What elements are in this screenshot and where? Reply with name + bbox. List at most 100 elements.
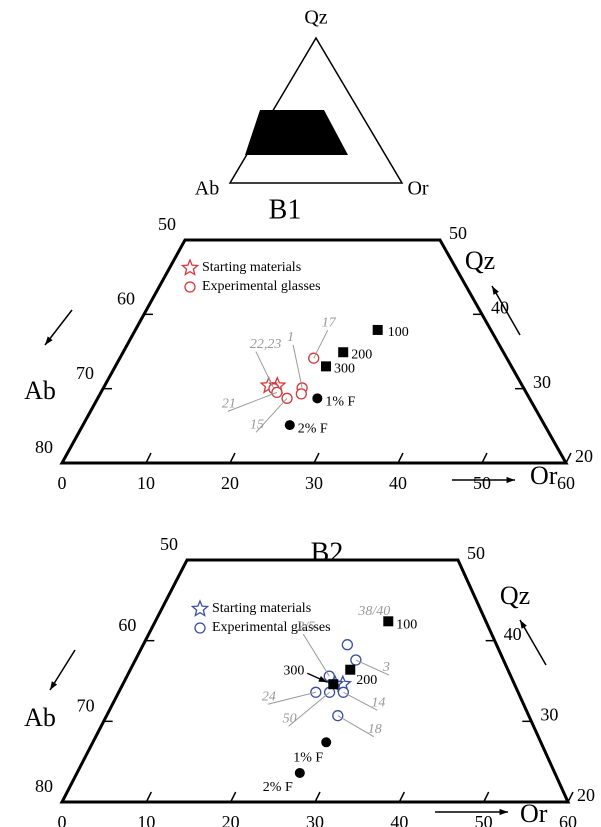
axis-title: Qz (465, 246, 495, 275)
leader-line (337, 715, 375, 738)
legend-label: Experimental glasses (212, 620, 331, 635)
leader-line (292, 344, 303, 389)
qz-tick-label: 40 (504, 624, 522, 644)
arrow-head (50, 681, 58, 690)
tick-mark (145, 791, 153, 803)
leader-line (227, 391, 278, 412)
square-marker (328, 679, 339, 690)
tick-mark (313, 452, 320, 464)
inset-apex-label: Ab (195, 178, 219, 200)
or-tick-label: 60 (557, 473, 575, 493)
star-marker (180, 258, 200, 276)
point-label: 200 (351, 347, 372, 362)
point-label: 2% F (263, 780, 293, 795)
tick-mark (397, 452, 404, 464)
axis-arrow (519, 619, 547, 666)
glass-label: 14 (371, 696, 385, 711)
ab-tick-label: 50 (160, 534, 178, 554)
point-label: 300 (283, 663, 304, 678)
arrow-head (506, 476, 515, 484)
dot-marker (312, 393, 323, 404)
chart-title: B1 (269, 194, 302, 225)
leader-line (255, 397, 288, 433)
tick-mark (229, 791, 237, 803)
point-label: 200 (356, 673, 377, 688)
or-tick-label: 40 (389, 473, 407, 493)
legend-label: Experimental glasses (202, 279, 321, 294)
tick-mark (567, 791, 574, 803)
ab-tick-label: 70 (77, 695, 95, 715)
tick-mark (398, 791, 406, 803)
dot-marker (284, 420, 295, 431)
glass-label: 22,23 (250, 337, 282, 352)
glass-label: 2/5 (297, 619, 315, 634)
point-label: 100 (396, 618, 417, 633)
square-marker (338, 347, 349, 358)
square-marker (383, 616, 394, 627)
leader-line (288, 691, 330, 727)
tick-mark (61, 791, 68, 803)
or-tick-label: 30 (306, 812, 324, 827)
leader-line (255, 351, 275, 389)
axis-title: Ab (24, 376, 56, 405)
or-tick-label: 60 (559, 812, 577, 827)
glass-label: 24 (262, 690, 276, 705)
axis-title: Ab (24, 703, 56, 732)
axis-title: Qz (500, 581, 530, 610)
tick-mark (314, 791, 321, 803)
axis-title: Or (520, 799, 548, 827)
ab-tick-label: 60 (118, 615, 136, 635)
tick-mark (61, 452, 68, 464)
point-label: 300 (334, 362, 355, 377)
point-label: 1% F (293, 751, 323, 766)
point-label: 2% F (298, 421, 328, 436)
qz-tick-label: 30 (540, 704, 558, 724)
tick-mark (482, 791, 490, 803)
qz-tick-label: 40 (491, 297, 509, 317)
glass-label: 17 (322, 315, 337, 330)
ab-tick-label: 80 (35, 776, 53, 796)
or-tick-label: 30 (305, 473, 323, 493)
axis-title: Or (530, 461, 558, 490)
leader-line (302, 633, 330, 677)
legend-label: Starting materials (212, 601, 311, 616)
circle-marker (295, 388, 307, 400)
square-marker (320, 361, 331, 372)
glass-label: 1 (287, 330, 294, 345)
inset-apex-label: Or (407, 178, 428, 200)
qz-tick-label: 50 (467, 543, 485, 563)
glass-label: 15 (250, 418, 264, 433)
point-label: 100 (388, 325, 409, 340)
or-tick-label: 10 (137, 812, 155, 827)
glass-label: 21 (222, 397, 236, 412)
square-marker (372, 324, 383, 335)
tick-mark (145, 452, 152, 464)
circle-marker (194, 622, 206, 634)
or-tick-label: 0 (58, 473, 67, 493)
ab-tick-label: 50 (158, 214, 176, 234)
or-tick-label: 20 (222, 812, 240, 827)
arrow-head (45, 336, 53, 345)
or-tick-label: 50 (473, 473, 491, 493)
leader-line (267, 691, 316, 705)
inset-field (245, 110, 348, 155)
qz-tick-label: 20 (575, 446, 593, 466)
axis-arrow (491, 285, 521, 336)
arrow-head (499, 808, 508, 816)
leader-line (355, 659, 390, 676)
dot-marker (321, 737, 332, 748)
square-marker (345, 664, 356, 675)
or-tick-label: 10 (137, 473, 155, 493)
glass-label: 38/40 (357, 604, 390, 619)
qz-tick-label: 50 (449, 223, 467, 243)
circle-marker (341, 639, 354, 651)
tick-mark (565, 452, 572, 464)
or-tick-label: 50 (475, 812, 493, 827)
inset: Qz Ab Or (195, 7, 429, 200)
point-label: 1% F (325, 395, 355, 410)
or-tick-label: 20 (221, 473, 239, 493)
plot-frame (59, 558, 571, 804)
ab-tick-label: 70 (76, 363, 94, 383)
chart-title: B2 (311, 537, 344, 568)
